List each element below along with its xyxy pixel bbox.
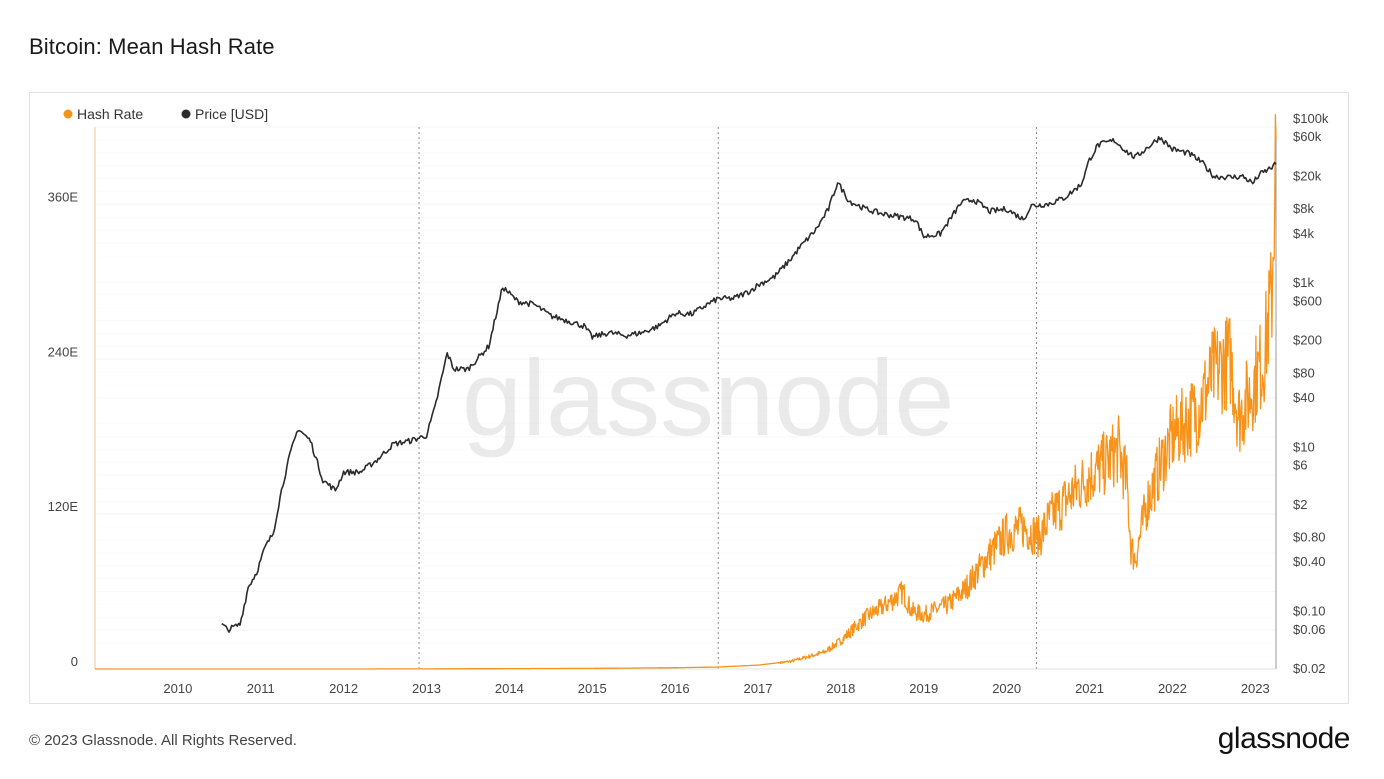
- legend-dot-icon: [181, 109, 191, 119]
- copyright-text: © 2023 Glassnode. All Rights Reserved.: [29, 732, 297, 749]
- x-tick-label: 2023: [1241, 681, 1270, 696]
- x-tick-label: 2014: [495, 681, 524, 696]
- x-tick-label: 2022: [1158, 681, 1187, 696]
- y-right-tick-label: $100k: [1293, 111, 1329, 126]
- y-right-tick-label: $20k: [1293, 168, 1322, 183]
- x-tick-label: 2018: [826, 681, 855, 696]
- y-right-tick-label: $0.80: [1293, 529, 1326, 544]
- x-tick-label: 2015: [578, 681, 607, 696]
- legend-item-hash-rate[interactable]: Hash Rate: [63, 106, 144, 122]
- y-right-tick-label: $6: [1293, 458, 1307, 473]
- halving-lines: [418, 127, 1037, 669]
- y-right-tick-label: $0.10: [1293, 604, 1326, 619]
- y-right-tick-label: $60k: [1293, 129, 1322, 144]
- x-tick-label: 2011: [247, 681, 275, 696]
- grid: [95, 126, 1276, 670]
- x-tick-label: 2017: [744, 681, 773, 696]
- y-left-tick-label: 0: [71, 654, 78, 669]
- y-right-tick-label: $2: [1293, 497, 1307, 512]
- x-tick-label: 2013: [412, 681, 441, 696]
- x-tick-label: 2012: [329, 681, 358, 696]
- y-right-tick-label: $8k: [1293, 201, 1314, 216]
- y-left-tick-label: 360E: [48, 189, 79, 204]
- y-right-tick-label: $0.40: [1293, 554, 1326, 569]
- hash-rate-chart: glassnode 2010 2011 2012 2013 2014 2015 2016 20…: [48, 106, 1329, 696]
- y-right-tick-label: $200: [1293, 333, 1322, 348]
- price-line: [221, 136, 1277, 633]
- y-left-tick-label: 240E: [48, 344, 79, 359]
- legend[interactable]: Hash Rate Price [USD]: [63, 106, 269, 122]
- series-layer: [94, 114, 1277, 670]
- x-tick-label: 2010: [163, 681, 192, 696]
- legend-label: Hash Rate: [77, 106, 143, 122]
- y-right-tick-label: $10: [1293, 439, 1315, 454]
- x-tick-label: 2019: [909, 681, 938, 696]
- chart-title: Bitcoin: Mean Hash Rate: [29, 34, 275, 59]
- y-right-tick-label: $40: [1293, 390, 1315, 405]
- y-right-tick-label: $0.02: [1293, 661, 1326, 676]
- x-tick-label: 2020: [992, 681, 1021, 696]
- x-tick-label: 2016: [661, 681, 690, 696]
- y-right-tick-label: $0.06: [1293, 622, 1326, 637]
- hash-rate-line: [94, 114, 1277, 670]
- x-tick-label: 2021: [1075, 681, 1104, 696]
- chart-panel: glassnode 2010 2011 2012 2013 2014 2015 2016 20…: [29, 92, 1349, 704]
- y-right-tick-label: $600: [1293, 293, 1322, 308]
- y-right-tick-label: $80: [1293, 365, 1315, 380]
- watermark-text: glassnode: [462, 337, 954, 458]
- y-left-tick-label: 120E: [48, 499, 79, 514]
- glassnode-logo[interactable]: glassnode: [1217, 722, 1351, 755]
- legend-dot-icon: [63, 109, 73, 119]
- legend-label: Price [USD]: [195, 106, 268, 122]
- y-right-tick-label: $4k: [1293, 226, 1314, 241]
- legend-item-price[interactable]: Price [USD]: [181, 106, 269, 122]
- y-right-tick-label: $1k: [1293, 275, 1314, 290]
- axes: 2010 2011 2012 2013 2014 2015 2016 2017 2018 2019…: [48, 111, 1329, 696]
